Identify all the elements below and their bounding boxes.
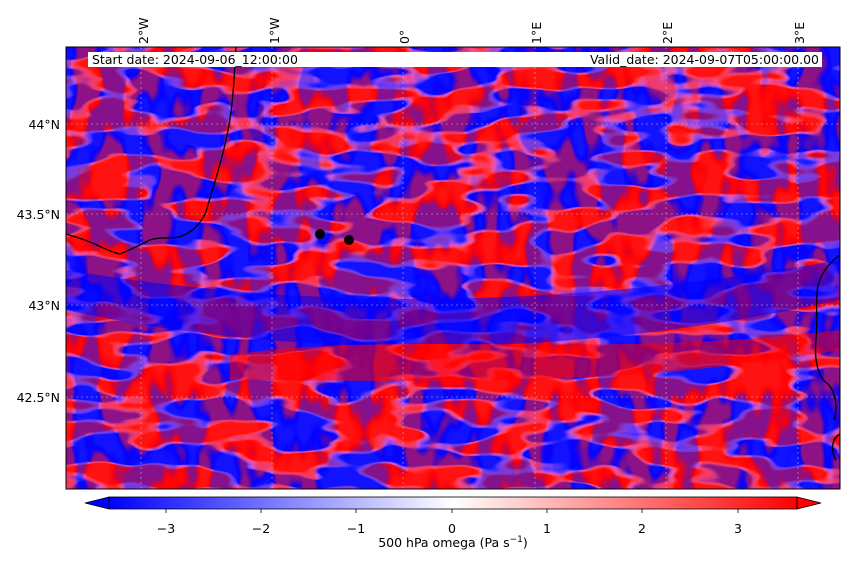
colorbar-tick-2: 2: [638, 521, 646, 536]
colorbar-label: 500 hPa omega (Pa s−1): [378, 535, 528, 550]
annotation-bar: [88, 52, 822, 67]
colorbar-extend-max: [796, 496, 822, 510]
map-frame: [65, 46, 841, 490]
coastline-mediterranean: [814, 254, 840, 461]
lon-tick-1e: 1°E: [529, 22, 544, 44]
gridlines: [66, 47, 840, 489]
station-marker-2: [344, 235, 354, 245]
colorbar-ticks: [165, 509, 739, 513]
lon-tick-2w: 2°W: [136, 17, 151, 44]
lat-tick-44n: 44°N: [28, 117, 60, 132]
colorbar-tick-1: 1: [543, 521, 551, 536]
lon-tick-labels: 2°W 1°W 0° 1°E 2°E 3°E: [136, 17, 807, 44]
colorbar-tick-m3: −3: [157, 521, 175, 536]
lon-tick-1w: 1°W: [267, 17, 282, 44]
map-panel: Start date: 2024-09-06_12:00:00 Valid_da…: [65, 46, 841, 490]
station-marker-1: [315, 229, 325, 239]
colorbar-extend-min: [84, 496, 110, 510]
omega-field: [66, 47, 840, 489]
lat-tick-42-5n: 42.5°N: [17, 390, 60, 405]
colorbar-gradient: [108, 496, 798, 510]
lat-tick-labels: 44°N 43.5°N 43°N 42.5°N: [17, 117, 60, 405]
coastline-biscay: [66, 47, 237, 255]
colorbar-tick-0: 0: [448, 521, 456, 536]
lon-tick-0: 0°: [397, 30, 412, 44]
lon-tick-2e: 2°E: [660, 22, 675, 44]
lon-tick-3e: 3°E: [792, 22, 807, 44]
start-date-label: Start date: 2024-09-06_12:00:00: [92, 52, 298, 67]
valid-date-label: Valid_date: 2024-09-07T05:00:00.00: [590, 52, 819, 67]
colorbar-tick-m2: −2: [252, 521, 270, 536]
colorbar-tick-m1: −1: [347, 521, 365, 536]
lat-tick-43-5n: 43.5°N: [17, 207, 60, 222]
colorbar: −3 −2 −1 0 1 2 3 500 hPa omega (Pa s−1): [84, 496, 822, 550]
lat-tick-43n: 43°N: [28, 298, 60, 313]
colorbar-tick-3: 3: [734, 521, 742, 536]
